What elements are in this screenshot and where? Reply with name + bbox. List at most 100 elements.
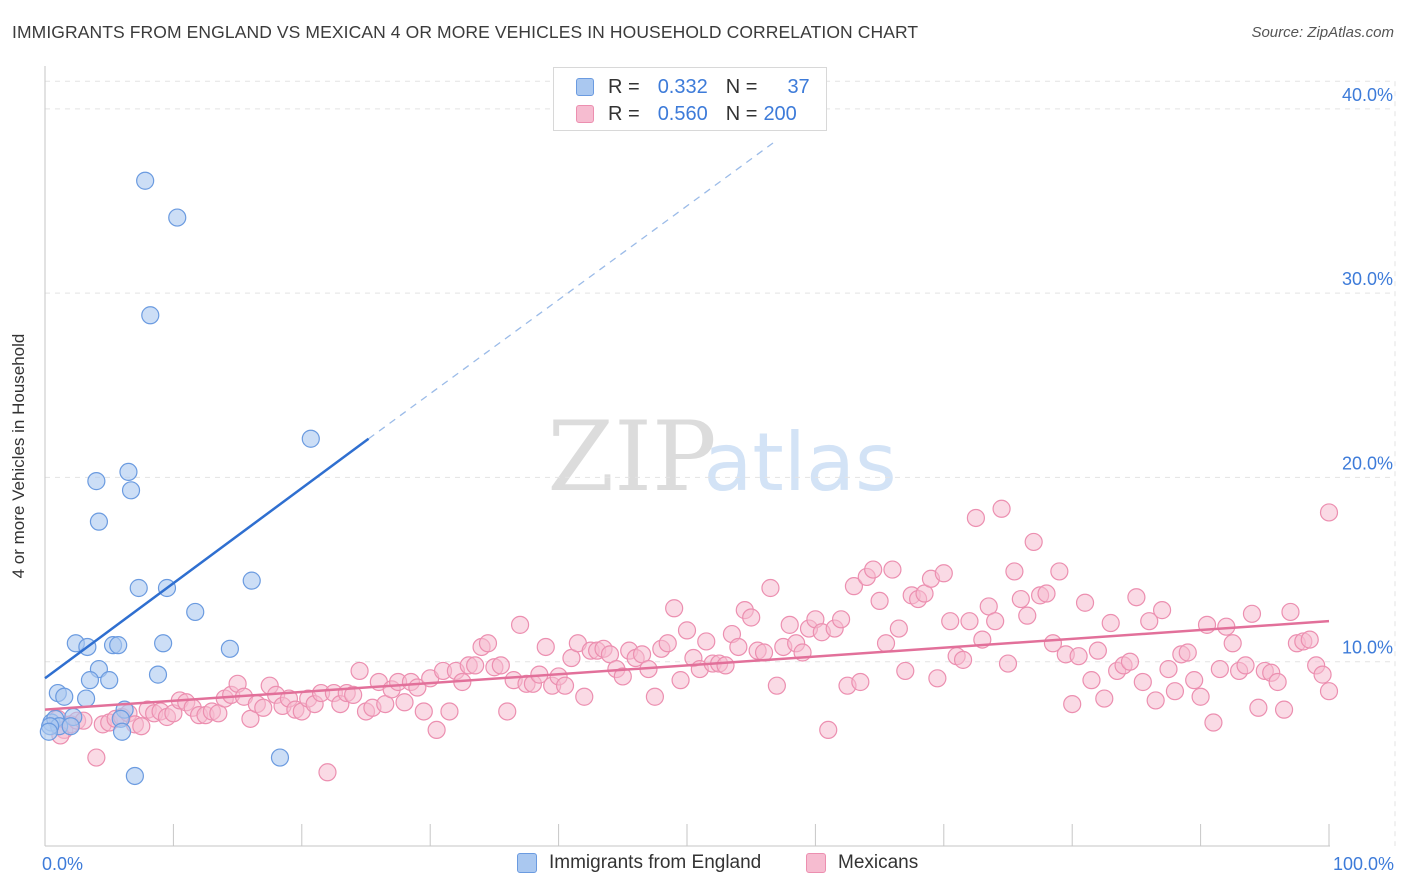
mexicans-point [851,672,870,692]
england-point [119,462,138,481]
mexicans-point [870,591,889,611]
legend-item-england[interactable]: Immigrants from England [517,852,761,874]
mexicans-point [697,632,716,651]
watermark-zip: ZIP [547,401,716,513]
mexicans-point [1242,604,1262,623]
mexicans-point [1319,503,1339,522]
mexicans-point [1120,652,1140,671]
mexicans-point [658,634,677,653]
mexicans-point [671,671,690,690]
chart-title: IMMIGRANTS FROM ENGLAND VS MEXICAN 4 OR … [12,22,919,42]
mexicans-point [966,508,986,528]
mexicans-point [1300,630,1319,649]
mexicans-point [928,669,947,688]
y-tick-label-40: 40.0% [1342,85,1393,105]
mexicans-point [575,687,594,706]
mexicans-point [729,637,748,657]
mexicans-swatch [576,105,594,123]
mexicans-point [1095,689,1114,708]
mexicans-point [831,610,851,629]
mexicans-point [941,612,960,631]
stats-row-england: R = 0.332 N = 37 [576,75,810,99]
mexicans-point [1152,601,1172,620]
y-tick-label-10: 10.0% [1342,638,1393,658]
x-tick-label-max: 100.0% [1333,854,1394,874]
mexicans-point [254,698,273,717]
y-tick-label-30: 30.0% [1342,269,1393,289]
mexicans-point [478,634,498,653]
mexicans-point [318,763,337,782]
watermark-atlas: atlas [703,416,896,509]
y-tick-labels: 10.0% 20.0% 30.0% 40.0% [1342,85,1393,658]
mexicans-point [414,702,433,721]
england-point [148,665,168,684]
mexicans-n-label: N = [725,102,758,125]
mexicans-point [555,676,575,695]
y-tick-label-20: 20.0% [1342,453,1393,473]
mexicans-point [466,656,485,675]
mexicans-point [1204,713,1223,732]
england-point [141,306,160,325]
mexicans-point [1236,656,1255,675]
england-point [220,639,239,658]
mexicans-n-value: 200 [763,102,797,125]
mexicans-point [1223,634,1242,653]
mexicans-point [742,608,761,627]
mexicans-point [998,654,1018,673]
stats-row-mexicans: R = 0.560 N = 200 [576,102,797,126]
y-axis-title: 4 or more Vehicles in Household [9,333,28,579]
mexicans-point [953,650,973,669]
england-point [112,722,132,741]
mexicans-point [665,599,684,618]
mexicans-point [132,717,151,736]
mexicans-point [1140,612,1159,631]
axes [44,66,1330,847]
mexicans-point [1133,672,1152,692]
mexicans-point [1075,593,1095,612]
england-swatch [576,78,594,96]
england-trend-extension [368,139,778,440]
x-tick-label-min: 0.0% [42,854,83,874]
mexicans-point [536,637,555,657]
england-point [55,687,74,706]
mexicans-point [819,720,838,740]
legend-label-mexicans: Mexicans [838,852,919,873]
england-point [39,722,58,741]
mexicans-point [883,560,902,579]
legend-swatch-mexicans [806,853,826,873]
mexicans-points [48,499,1339,782]
england-n-label: N = [725,75,758,98]
england-point [270,748,290,767]
mexicans-r-value: 0.560 [657,102,708,125]
mexicans-point [780,615,799,634]
mexicans-point [1088,641,1107,660]
mexicans-point [1210,659,1229,679]
england-r-label: R = [608,75,640,98]
england-point [76,689,96,708]
trend-lines [44,139,1330,711]
mexicans-point [986,612,1005,631]
mexicans-point [1082,671,1101,690]
england-point [136,171,155,190]
mexicans-trend-line [44,619,1330,711]
legend-label-england: Immigrants from England [549,852,762,873]
mexicans-r-label: R = [608,102,640,125]
source-label[interactable]: Source: ZipAtlas.com [1251,24,1394,41]
england-trend-line [44,437,370,680]
mexicans-point [645,687,665,706]
mexicans-point [1191,687,1210,706]
mexicans-point [677,621,697,640]
mexicans-point [960,612,979,631]
england-point [186,602,205,622]
mexicans-point [1101,613,1120,633]
england-r-value: 0.332 [657,75,708,98]
legend-item-mexicans[interactable]: Mexicans [806,852,918,874]
mexicans-point [87,748,106,767]
england-point [80,671,100,690]
mexicans-point [934,564,953,583]
mexicans-point [510,615,530,634]
mexicans-point [491,656,510,675]
mexicans-point [1024,532,1043,552]
mexicans-point [1050,562,1069,581]
mexicans-point [1165,682,1185,701]
